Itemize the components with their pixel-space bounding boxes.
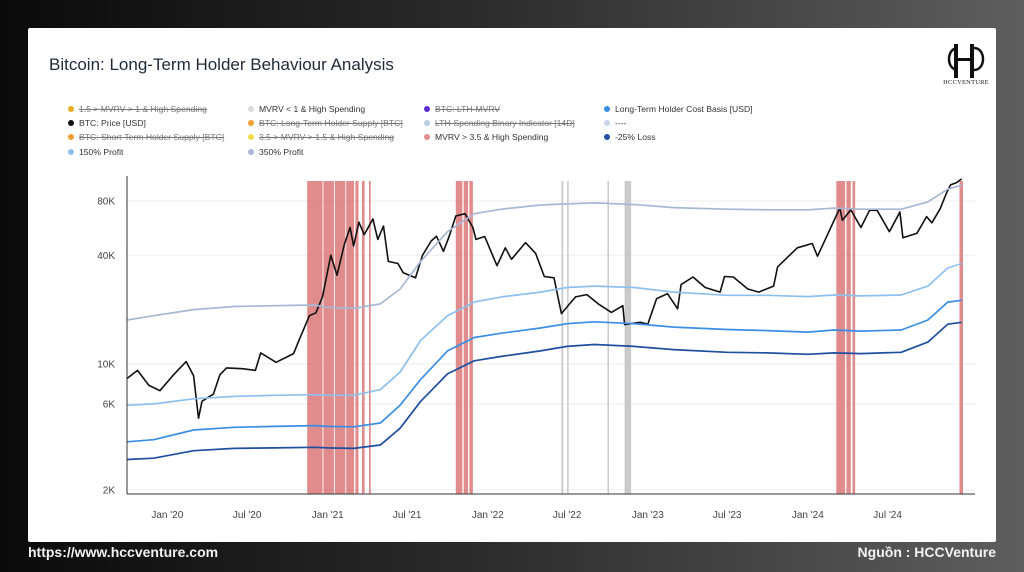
legend-label: 3.5 > MVRV > 1.5 & High Spending [259, 132, 395, 143]
x-tick-label: Jan '21 [312, 510, 344, 521]
band-mvrv-gt-3-5 [307, 181, 323, 494]
band-mvrv-gt-3-5 [455, 181, 463, 494]
legend-label: MVRV < 1 & High Spending [259, 104, 366, 114]
band-mvrv-gt-3-5 [368, 181, 371, 494]
band-mvrv-gt-3-5 [334, 181, 346, 494]
legend-item[interactable]: BTC: Long-Term Holder Supply [BTC] [248, 118, 403, 128]
legend-item[interactable]: 350% Profit [248, 147, 303, 157]
legend-swatch [68, 120, 74, 127]
legend-swatch [68, 148, 74, 155]
legend-swatch [604, 106, 610, 112]
legend-label: 150% Profit [79, 146, 124, 157]
legend-swatch [248, 106, 254, 112]
legend-item[interactable]: MVRV > 3.5 & High Spending [424, 132, 548, 142]
legend-item[interactable]: ---- [604, 118, 626, 128]
band-mvrv-gt-3-5 [959, 181, 963, 494]
legend-label: BTC: Price [USD] [79, 118, 146, 129]
legend-swatch [604, 134, 610, 141]
legend-item[interactable]: BTC: Price [USD] [68, 118, 146, 128]
band-mvrv-gt-3-5 [463, 181, 469, 494]
legend-label: -25% Loss [615, 132, 656, 143]
axes-layer: 2K 6K 10K 40K 80K Jan '20 Jul '20 Jan '21 Jul '2… [97, 176, 975, 521]
x-tick-label: Jan '23 [632, 510, 664, 521]
hccventure-logo [947, 44, 985, 78]
legend-item[interactable]: LTH-Spending Binary Indicator [14D] [424, 118, 575, 128]
band-mvrv-gt-3-5 [846, 181, 851, 494]
band-mvrv-lt-1 [567, 181, 569, 494]
y-tick-label: 40K [97, 251, 115, 262]
legend-label: ---- [615, 118, 627, 129]
chart-title: Bitcoin: Long-Term Holder Behaviour Anal… [49, 55, 394, 74]
legend-item[interactable]: 1.5 > MVRV > 1 & High Spending [68, 104, 207, 114]
legend-swatch [604, 120, 610, 127]
chart-card: Bitcoin: Long-Term Holder Behaviour Anal… [28, 28, 996, 542]
spending-bands [307, 181, 963, 494]
legend-swatch [424, 106, 430, 112]
band-mvrv-gt-3-5 [836, 181, 846, 494]
series-line-2 [126, 262, 962, 407]
x-tick-label: Jan '22 [472, 510, 504, 521]
x-tick-label: Jan '20 [151, 510, 183, 521]
series-line-4 [126, 321, 962, 461]
series-line-1 [126, 184, 962, 321]
x-tick-label: Jan '24 [792, 510, 824, 521]
band-mvrv-gt-3-5 [323, 181, 334, 494]
legend-item[interactable]: 150% Profit [68, 147, 123, 157]
series-lines [126, 178, 963, 461]
legend-label: LTH-Spending Binary Indicator [14D] [435, 118, 575, 129]
y-tick-label: 6K [103, 399, 116, 410]
band-mvrv-lt-1 [624, 181, 632, 494]
y-tick-label: 2K [103, 485, 116, 496]
legend-swatch [424, 120, 430, 127]
legend-swatch [68, 134, 74, 141]
band-mvrv-gt-3-5 [346, 181, 355, 494]
legend-label: BTC: Long-Term Holder Supply [BTC] [259, 118, 403, 129]
legend-label: BTC: LTH-MVRV [435, 104, 501, 114]
series-line-0 [126, 178, 963, 419]
band-mvrv-gt-3-5 [361, 181, 365, 494]
series-line-3 [126, 299, 962, 443]
legend-swatch [248, 120, 254, 127]
legend-swatch [248, 134, 254, 141]
band-mvrv-lt-1 [607, 181, 609, 494]
legend-label: MVRV > 3.5 & High Spending [435, 132, 549, 143]
chart-legend: 1.5 > MVRV > 1 & High Spending MVRV < 1 &… [68, 104, 768, 160]
footer-url[interactable]: https://www.hccventure.com [28, 544, 219, 560]
band-mvrv-gt-3-5 [852, 181, 856, 494]
x-tick-label: Jul '24 [873, 510, 902, 521]
logo-text: HCCVENTURE [943, 79, 989, 86]
legend-label: 1.5 > MVRV > 1 & High Spending [79, 104, 207, 114]
x-tick-label: Jul '22 [553, 510, 582, 521]
x-tick-label: Jul '20 [233, 510, 262, 521]
legend-item[interactable]: BTC: LTH-MVRV [424, 104, 500, 114]
legend-item[interactable]: Long-Term Holder Cost Basis [USD] [604, 104, 753, 114]
x-tick-label: Jul '23 [713, 510, 742, 521]
legend-item[interactable]: 3.5 > MVRV > 1.5 & High Spending [248, 132, 394, 142]
y-tick-label: 10K [97, 359, 115, 370]
legend-swatch [248, 148, 254, 155]
grid-layer [127, 200, 975, 491]
footer-source: Nguồn : HCCVenture [857, 544, 996, 560]
legend-item[interactable]: MVRV < 1 & High Spending [248, 104, 365, 114]
legend-item[interactable]: -25% Loss [604, 132, 656, 142]
band-mvrv-gt-3-5 [469, 181, 473, 494]
band-mvrv-lt-1 [561, 181, 564, 494]
legend-label: 350% Profit [259, 146, 304, 157]
legend-swatch [424, 134, 430, 141]
y-tick-label: 80K [97, 196, 115, 207]
x-tick-label: Jul '21 [393, 510, 422, 521]
legend-swatch [68, 106, 74, 112]
band-mvrv-gt-3-5 [355, 181, 359, 494]
legend-label: Long-Term Holder Cost Basis [USD] [615, 104, 753, 114]
legend-item[interactable]: BTC: Short-Term Holder Supply [BTC] [68, 132, 224, 142]
legend-label: BTC: Short-Term Holder Supply [BTC] [79, 132, 225, 143]
